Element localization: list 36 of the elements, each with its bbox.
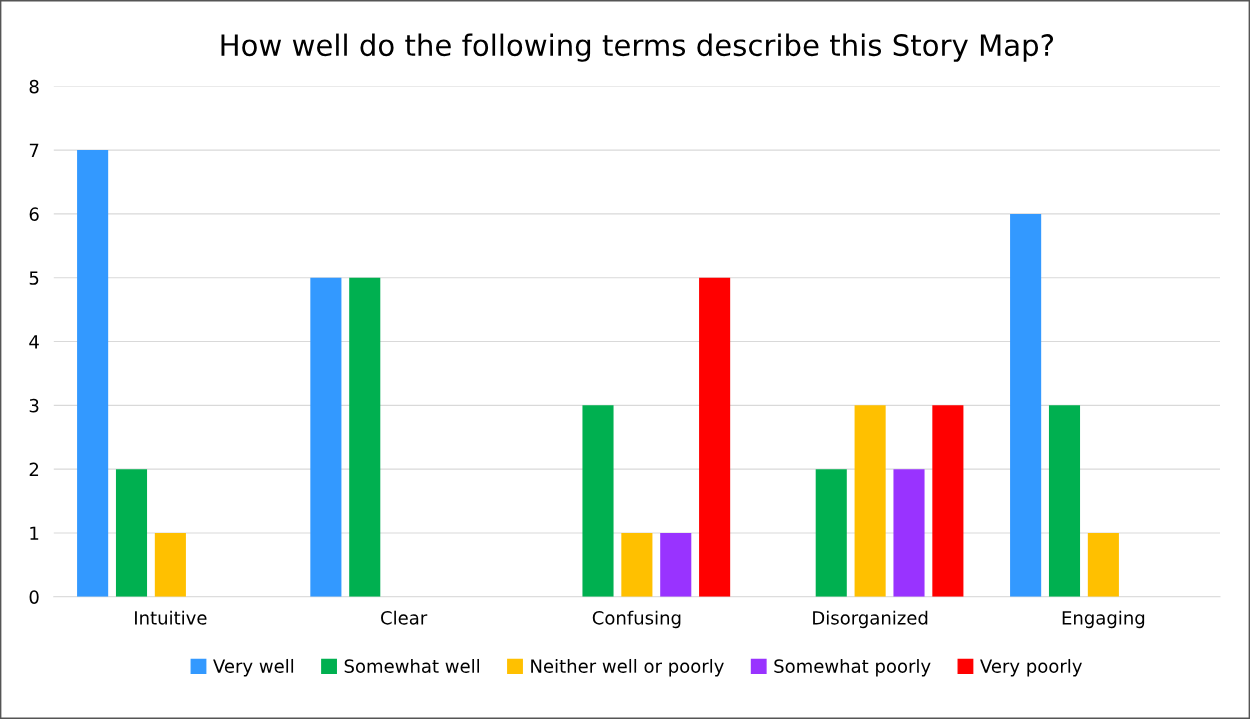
legend-label: Very poorly	[980, 658, 1082, 677]
bar	[932, 405, 964, 597]
y-tick-label: 3	[29, 398, 39, 413]
bar	[349, 277, 381, 597]
bar	[699, 277, 731, 597]
bar	[1010, 213, 1042, 597]
bar	[893, 469, 925, 597]
y-tick-label: 8	[29, 79, 39, 94]
legend-label: Neither well or poorly	[531, 658, 724, 677]
bar	[621, 532, 653, 597]
bar	[660, 532, 692, 597]
bar	[1087, 532, 1119, 597]
legend-label: Somewhat well	[344, 658, 480, 673]
bar	[154, 532, 186, 597]
x-tick-label: Intuitive	[135, 610, 207, 625]
y-tick-label: 6	[29, 207, 39, 222]
y-tick-label: 1	[30, 526, 39, 540]
y-tick-label: 5	[29, 271, 39, 285]
bar	[582, 405, 614, 597]
y-tick-label: 2	[29, 462, 39, 477]
bar	[1048, 405, 1081, 597]
y-tick-label: 4	[29, 335, 39, 349]
bar	[854, 405, 886, 597]
bar	[815, 469, 847, 597]
x-tick-label: Clear	[381, 610, 428, 625]
x-tick-label: Confusing	[592, 610, 681, 629]
bar	[115, 469, 148, 597]
x-tick-label: Disorganized	[813, 610, 928, 629]
legend-label: Somewhat poorly	[774, 658, 931, 677]
bar	[77, 150, 109, 597]
bar	[310, 277, 342, 597]
legend-label: Very well	[213, 658, 294, 677]
x-tick-label: Engaging	[1062, 610, 1145, 629]
y-tick-label: 0	[29, 590, 39, 604]
y-tick-label: 7	[29, 143, 39, 157]
chart-title: How well do the following terms describe this Story Map?	[221, 33, 1054, 62]
